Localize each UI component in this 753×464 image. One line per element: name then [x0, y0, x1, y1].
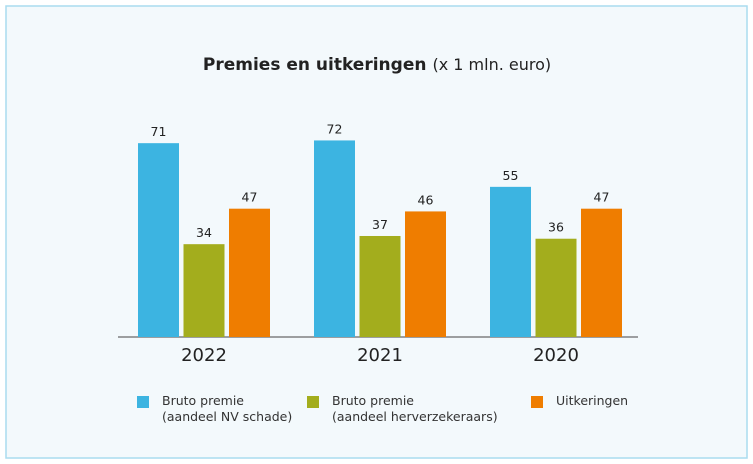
bar — [138, 143, 179, 337]
bar — [581, 208, 622, 337]
data-label: 47 — [242, 190, 258, 205]
bar — [490, 186, 531, 337]
data-label: 34 — [196, 225, 212, 240]
data-label: 55 — [503, 168, 519, 183]
legend-label: Bruto premie (aandeel NV schade) — [162, 393, 293, 424]
bar — [229, 208, 270, 337]
data-label: 72 — [327, 121, 343, 136]
x-tick-label: 2022 — [181, 345, 227, 366]
legend-label: Uitkeringen — [556, 393, 629, 408]
frame — [5, 5, 748, 459]
bar — [183, 244, 225, 337]
data-label: 37 — [372, 217, 388, 232]
legend-label: Bruto premie (aandeel herverzekeraars) — [332, 393, 498, 424]
legend-swatch — [531, 396, 543, 408]
data-label: 36 — [548, 220, 564, 235]
bar — [359, 235, 401, 337]
x-tick-label: 2021 — [357, 345, 403, 366]
bar — [314, 140, 355, 337]
data-label: 47 — [594, 190, 610, 205]
legend-swatch — [137, 396, 149, 408]
data-label: 46 — [418, 192, 434, 207]
subtitle: (x 1 mln. euro) — [432, 55, 551, 74]
data-label: 71 — [151, 124, 167, 139]
title: Premies en uitkeringen — [203, 55, 427, 75]
chart-title: Premies en uitkeringen (x 1 mln. euro) — [203, 55, 551, 75]
x-tick-label: 2020 — [533, 345, 579, 366]
bar — [405, 211, 446, 337]
legend-swatch — [307, 396, 319, 408]
bar — [535, 238, 577, 337]
